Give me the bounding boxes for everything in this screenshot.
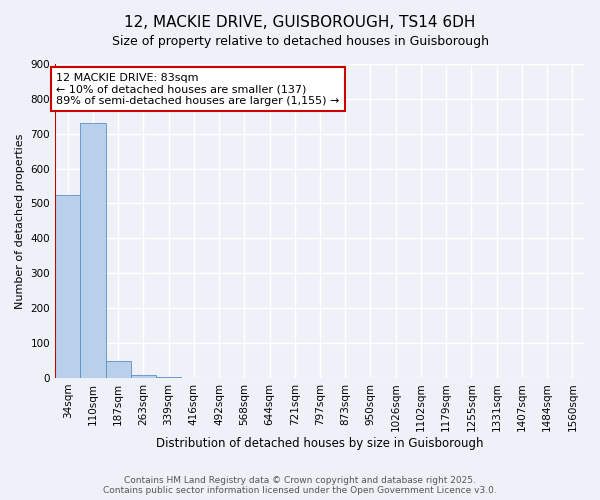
Bar bbox=[156, 377, 181, 378]
X-axis label: Distribution of detached houses by size in Guisborough: Distribution of detached houses by size … bbox=[156, 437, 484, 450]
Bar bbox=[80, 124, 106, 378]
Text: Size of property relative to detached houses in Guisborough: Size of property relative to detached ho… bbox=[112, 35, 488, 48]
Bar bbox=[106, 362, 131, 378]
Y-axis label: Number of detached properties: Number of detached properties bbox=[15, 133, 25, 308]
Text: Contains HM Land Registry data © Crown copyright and database right 2025.
Contai: Contains HM Land Registry data © Crown c… bbox=[103, 476, 497, 495]
Text: 12, MACKIE DRIVE, GUISBOROUGH, TS14 6DH: 12, MACKIE DRIVE, GUISBOROUGH, TS14 6DH bbox=[124, 15, 476, 30]
Bar bbox=[131, 375, 156, 378]
Bar bbox=[55, 195, 80, 378]
Text: 12 MACKIE DRIVE: 83sqm
← 10% of detached houses are smaller (137)
89% of semi-de: 12 MACKIE DRIVE: 83sqm ← 10% of detached… bbox=[56, 72, 340, 106]
